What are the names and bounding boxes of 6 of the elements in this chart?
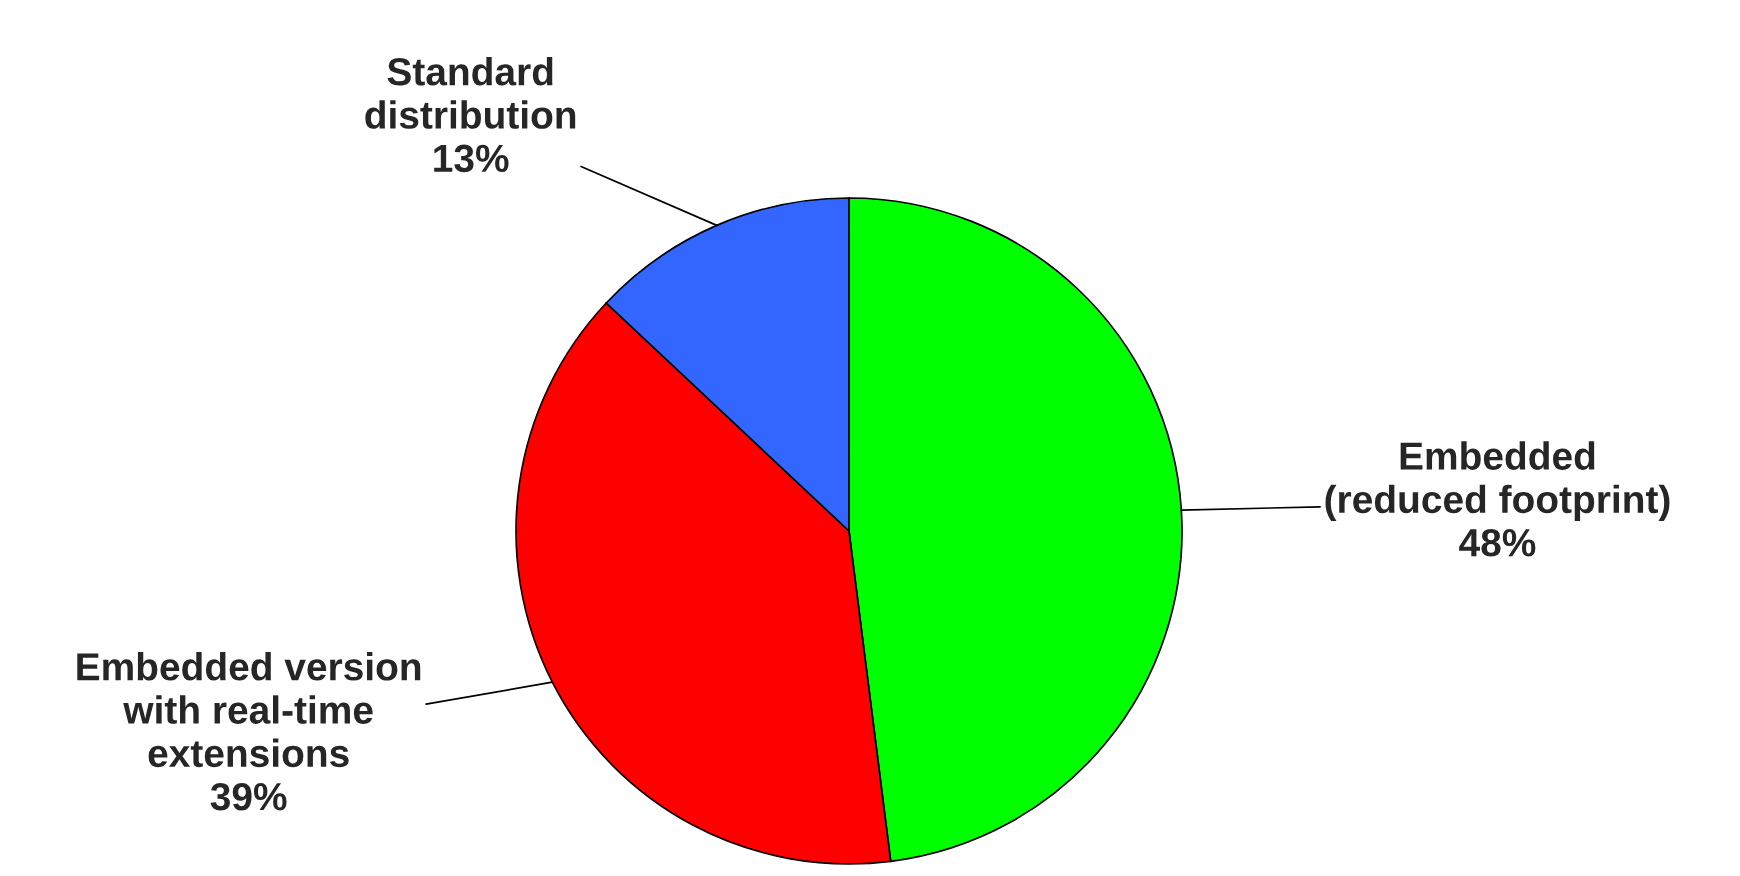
data-label: 39% (210, 782, 287, 811)
data-label: 48% (1459, 528, 1536, 557)
slice-label: Embedded (reduced footprint) (1325, 441, 1670, 521)
slice-label: Embedded version with real-time extensions (77, 652, 421, 768)
slice-label: Standard distribution (365, 57, 576, 129)
data-label: 13% (434, 144, 509, 173)
